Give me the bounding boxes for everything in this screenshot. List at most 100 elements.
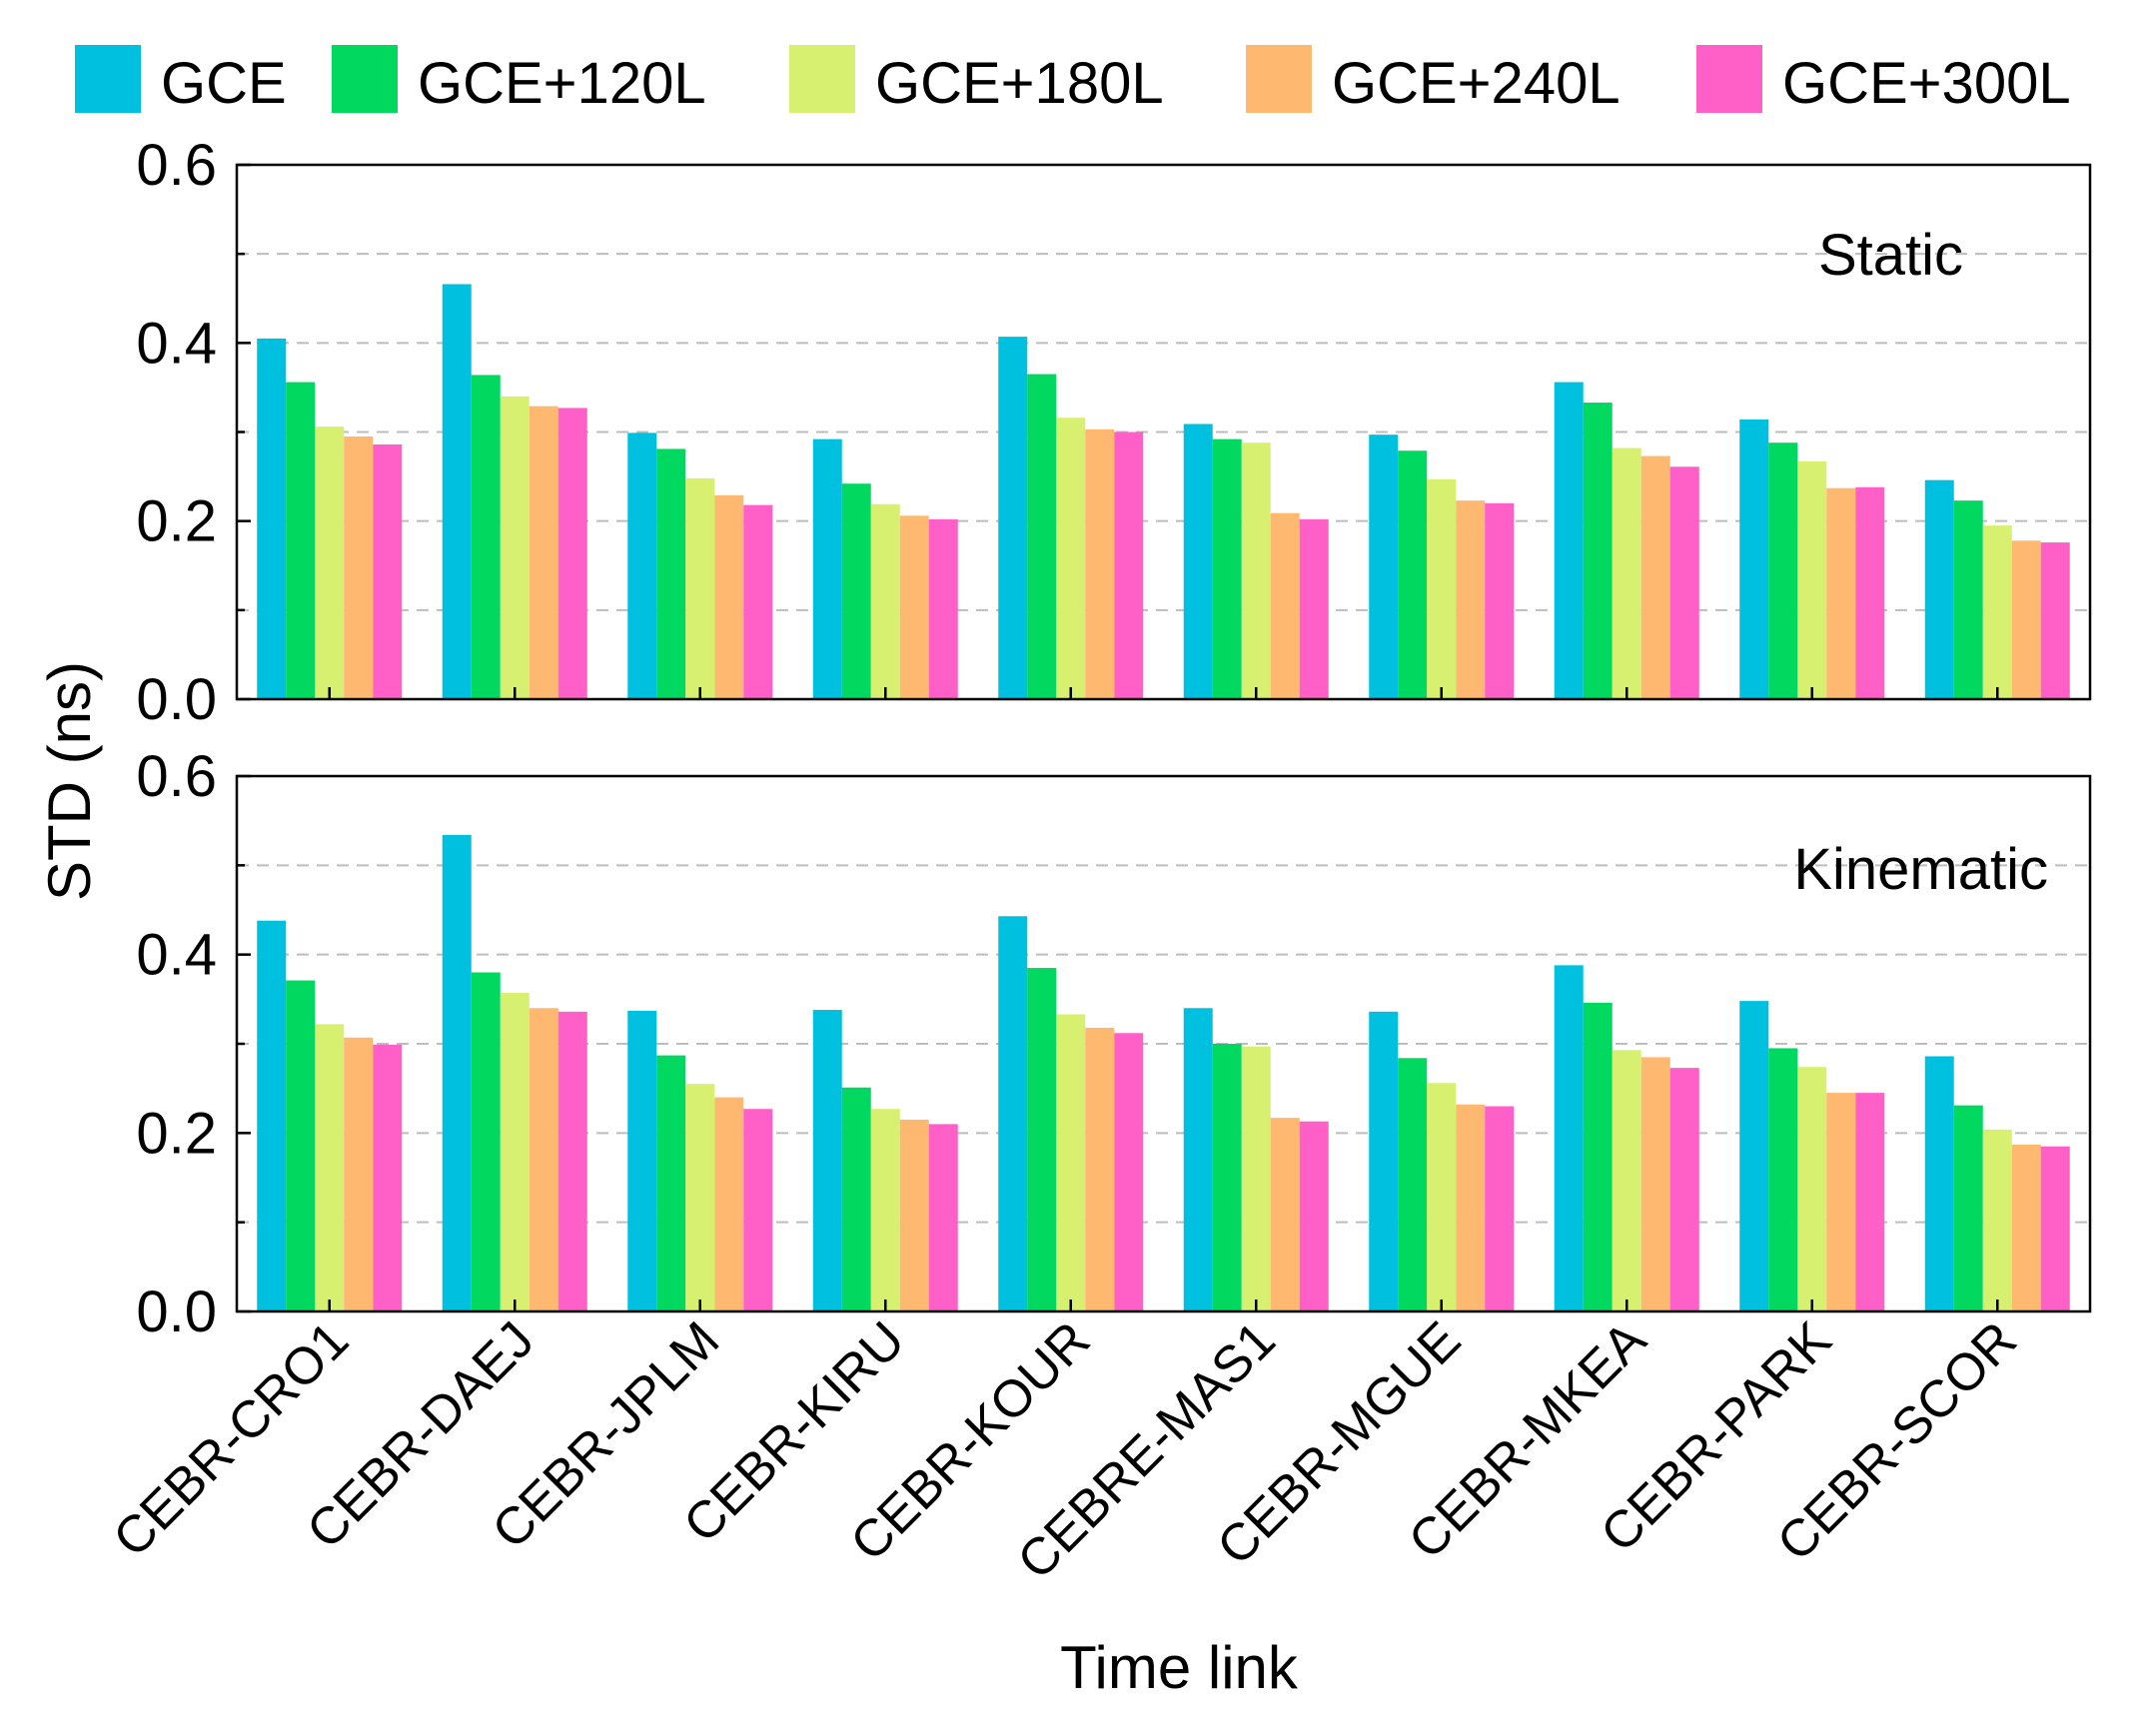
bar-gce-180l-4 bbox=[1056, 1014, 1086, 1311]
bar-gce-300l-8 bbox=[1855, 486, 1885, 699]
bar-gce-7 bbox=[1554, 965, 1584, 1311]
bar-gce-120l-9 bbox=[1953, 500, 1983, 699]
bar-gce-300l-5 bbox=[1299, 518, 1329, 699]
bar-gce-180l-7 bbox=[1612, 1050, 1641, 1311]
bar-gce-120l-7 bbox=[1583, 1002, 1613, 1311]
bar-gce-9 bbox=[1924, 1056, 1954, 1311]
bar-gce-180l-9 bbox=[1982, 1129, 2012, 1311]
legend-swatch-2 bbox=[789, 45, 855, 113]
bar-gce-240l-1 bbox=[529, 1008, 558, 1311]
bar-gce-180l-3 bbox=[870, 1109, 900, 1311]
legend-label-3: GCE+240L bbox=[1332, 51, 1620, 116]
bar-gce-120l-0 bbox=[286, 382, 316, 699]
legend-label-4: GCE+300L bbox=[1782, 51, 2071, 116]
bar-gce-3 bbox=[812, 1010, 842, 1311]
bar-gce-240l-4 bbox=[1085, 429, 1115, 699]
bar-gce-300l-9 bbox=[2040, 542, 2070, 699]
legend: GCE GCE+120L GCE+180L GCE+240L GCE+300L bbox=[75, 45, 2071, 116]
bar-gce-180l-5 bbox=[1241, 1046, 1271, 1311]
y-tick-label: 0.2 bbox=[136, 1101, 217, 1166]
y-tick-label: 0.6 bbox=[136, 744, 217, 809]
y-tick-label: 0.0 bbox=[136, 1280, 217, 1344]
bar-gce-240l-9 bbox=[2011, 1144, 2041, 1311]
bar-gce-4 bbox=[998, 337, 1028, 699]
legend-label-2: GCE+180L bbox=[875, 51, 1164, 116]
y-tick-label: 0.6 bbox=[136, 133, 217, 198]
bar-gce-180l-3 bbox=[870, 503, 900, 699]
bar-gce-300l-3 bbox=[928, 518, 958, 699]
bar-gce-0 bbox=[257, 338, 287, 699]
bar-gce-240l-5 bbox=[1270, 1118, 1300, 1311]
bar-gce-120l-5 bbox=[1212, 1044, 1242, 1311]
bar-gce-9 bbox=[1924, 479, 1954, 699]
bar-gce-300l-7 bbox=[1669, 466, 1699, 699]
bar-gce-300l-0 bbox=[373, 443, 403, 699]
bar-gce-120l-4 bbox=[1027, 968, 1057, 1311]
panel-kinematic: 0.0 0.2 0.4 0.6 Kinematic bbox=[136, 744, 2092, 1344]
bar-gce-180l-1 bbox=[500, 993, 530, 1311]
bar-gce-180l-6 bbox=[1427, 1083, 1457, 1311]
bar-gce-0 bbox=[257, 920, 287, 1311]
bar-gce-120l-1 bbox=[471, 375, 501, 699]
panel-static: 0.0 0.2 0.4 0.6 Static bbox=[136, 133, 2092, 732]
bar-gce-300l-0 bbox=[373, 1044, 403, 1311]
bar-gce-120l-6 bbox=[1398, 1058, 1428, 1311]
bar-gce-6 bbox=[1369, 434, 1399, 699]
bar-gce-240l-3 bbox=[899, 1119, 929, 1311]
bar-gce-4 bbox=[998, 916, 1028, 1311]
y-axis-title: STD (ns) bbox=[36, 661, 103, 901]
bar-gce-120l-2 bbox=[656, 448, 686, 699]
bar-gce-300l-6 bbox=[1485, 502, 1515, 699]
legend-swatch-0 bbox=[75, 45, 141, 113]
bar-gce-240l-0 bbox=[344, 1037, 374, 1311]
bar-gce-120l-9 bbox=[1953, 1105, 1983, 1311]
bar-gce-240l-8 bbox=[1826, 487, 1856, 699]
bar-gce-180l-0 bbox=[315, 427, 345, 699]
bar-gce-8 bbox=[1739, 1001, 1769, 1311]
bar-gce-240l-2 bbox=[714, 494, 744, 699]
bar-gce-180l-7 bbox=[1612, 447, 1641, 699]
category-labels: CEBR-CRO1CEBR-DAEJCEBR-JPLMCEBR-KIRUCEBR… bbox=[103, 1310, 2028, 1590]
panel-label-static: Static bbox=[1818, 223, 1963, 288]
bar-gce-300l-2 bbox=[743, 1109, 773, 1311]
bar-gce-120l-7 bbox=[1583, 403, 1613, 699]
legend-label-0: GCE bbox=[161, 51, 287, 116]
bar-gce-180l-2 bbox=[685, 1084, 715, 1311]
y-tick-label: 0.0 bbox=[136, 667, 217, 732]
bar-gce-300l-2 bbox=[743, 504, 773, 699]
bar-gce-180l-8 bbox=[1797, 460, 1827, 699]
bar-gce-180l-4 bbox=[1056, 418, 1086, 699]
bar-gce-240l-5 bbox=[1270, 512, 1300, 699]
bar-gce-240l-0 bbox=[344, 435, 374, 699]
bar-gce-240l-7 bbox=[1640, 455, 1670, 699]
bar-gce-180l-0 bbox=[315, 1024, 345, 1311]
bar-gce-300l-4 bbox=[1114, 1033, 1144, 1311]
bar-gce-180l-8 bbox=[1797, 1067, 1827, 1311]
bar-gce-240l-2 bbox=[714, 1097, 744, 1311]
bar-gce-120l-8 bbox=[1768, 1048, 1798, 1311]
bar-gce-2 bbox=[627, 1010, 657, 1311]
bar-gce-300l-1 bbox=[557, 1011, 587, 1311]
y-tick-label: 0.4 bbox=[136, 923, 217, 988]
bar-gce-240l-6 bbox=[1456, 500, 1486, 699]
bar-gce-180l-6 bbox=[1427, 478, 1457, 699]
bar-gce-120l-3 bbox=[841, 483, 871, 699]
bar-gce-2 bbox=[627, 432, 657, 699]
bar-gce-3 bbox=[812, 438, 842, 699]
bar-gce-6 bbox=[1369, 1011, 1399, 1311]
bar-gce-1 bbox=[442, 834, 472, 1311]
bar-gce-300l-8 bbox=[1855, 1093, 1885, 1311]
legend-swatch-1 bbox=[332, 45, 398, 113]
bar-gce-180l-5 bbox=[1241, 442, 1271, 699]
bar-gce-300l-3 bbox=[928, 1124, 958, 1311]
bar-gce-300l-5 bbox=[1299, 1121, 1329, 1311]
bar-gce-240l-1 bbox=[529, 406, 558, 699]
y-tick-label: 0.4 bbox=[136, 311, 217, 376]
bar-gce-120l-5 bbox=[1212, 438, 1242, 699]
bar-gce-300l-6 bbox=[1485, 1106, 1515, 1311]
bar-gce-5 bbox=[1183, 1008, 1213, 1311]
x-axis-title: Time link bbox=[1060, 1634, 1299, 1701]
bar-gce-300l-1 bbox=[557, 408, 587, 699]
bar-gce-1 bbox=[442, 284, 472, 699]
